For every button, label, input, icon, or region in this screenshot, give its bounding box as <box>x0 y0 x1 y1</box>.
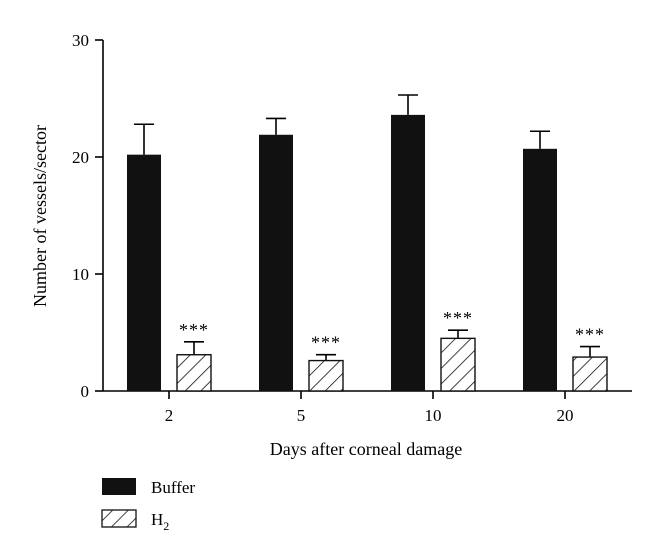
y-tick-label: 20 <box>72 148 89 167</box>
bar-h2-2 <box>176 354 212 392</box>
legend-label-buffer: Buffer <box>151 478 195 497</box>
significance-label: *** <box>443 308 473 328</box>
x-tick-label: 20 <box>557 406 574 425</box>
bar-h2-20 <box>572 356 608 392</box>
x-tick-label: 5 <box>297 406 306 425</box>
bar-buffer-2 <box>127 154 161 391</box>
significance-label: *** <box>311 333 341 353</box>
y-tick-label: 10 <box>72 265 89 284</box>
bar-buffer-10 <box>391 114 425 391</box>
y-axis-title: Number of vessels/sector <box>30 125 50 307</box>
bar-h2-5 <box>308 359 344 392</box>
significance-label: *** <box>179 320 209 340</box>
significance-label: *** <box>575 325 605 345</box>
plot-area: 0 10 20 30 2 5 10 20 *** *** *** *** <box>72 31 632 425</box>
bars: *** *** *** *** <box>127 94 608 392</box>
bar-buffer-5 <box>259 134 293 391</box>
legend: Buffer H2 <box>101 478 195 533</box>
x-axis-title: Days after corneal damage <box>270 439 462 459</box>
bar-buffer-20 <box>523 148 557 391</box>
x-ticks: 2 5 10 20 <box>165 391 574 425</box>
y-tick-label: 0 <box>81 382 90 401</box>
legend-swatch-buffer <box>102 478 136 495</box>
legend-label-h2: H2 <box>151 510 169 533</box>
x-tick-label: 10 <box>425 406 442 425</box>
y-ticks: 0 10 20 30 <box>72 31 103 401</box>
x-tick-label: 2 <box>165 406 174 425</box>
y-tick-label: 30 <box>72 31 89 50</box>
legend-swatch-h2 <box>101 509 137 528</box>
legend-label-h2-subscript: 2 <box>163 519 169 533</box>
bar-h2-10 <box>440 337 476 392</box>
legend-label-h2-main: H <box>151 510 163 529</box>
